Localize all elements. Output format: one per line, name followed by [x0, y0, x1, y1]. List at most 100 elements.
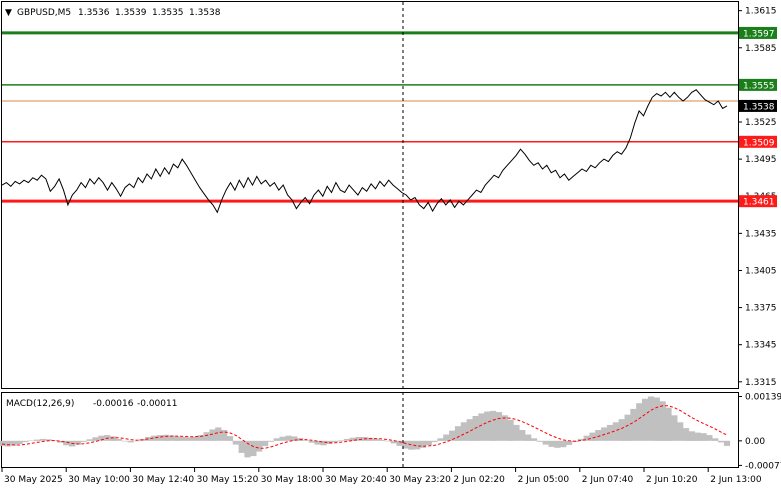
macd-histogram-bar — [682, 428, 690, 441]
macd-histogram-bar — [238, 440, 245, 453]
macd-histogram-bar — [659, 401, 666, 441]
time-axis-tick-label: 30 May 12:40 — [132, 475, 194, 485]
time-axis-tick-label: 30 May 18:00 — [261, 475, 323, 485]
price-axis-tick-label: 1.3375 — [745, 304, 777, 314]
macd-histogram-bar — [612, 422, 619, 441]
dropdown-triangle-icon[interactable]: ▼ — [5, 8, 12, 18]
macd-histogram-bar — [180, 437, 187, 441]
level-tag-label: 1.3555 — [743, 81, 775, 91]
macd-histogram-bar — [437, 438, 444, 441]
macd-histogram-bar — [390, 440, 397, 444]
time-axis-tick-label: 30 May 20:40 — [325, 475, 387, 485]
macd-histogram-bar — [513, 424, 520, 441]
macd-histogram-bar — [273, 438, 280, 441]
price-axis-tick-label: 1.3495 — [745, 155, 777, 165]
macd-histogram-bar — [10, 440, 17, 446]
price-axis-tick-label: 1.3525 — [745, 118, 777, 128]
macd-histogram-bar — [186, 437, 193, 441]
macd-histogram-bar — [121, 440, 128, 442]
macd-histogram-bar — [110, 436, 117, 441]
macd-histogram-bar — [244, 440, 251, 458]
macd-histogram-bar — [507, 419, 514, 441]
macd-axis: 0.00139 0.00 -0.00077 — [738, 393, 781, 471]
macd-histogram-bar — [39, 438, 46, 441]
level-tag-box — [739, 26, 777, 39]
time-axis: 30 May 2025 30 May 10:00 30 May 12:40 30 Ma… — [1, 467, 762, 485]
macd-histogram-bar — [279, 436, 286, 441]
macd-histogram-bar — [425, 440, 432, 446]
macd-histogram-bar — [16, 440, 23, 444]
current-price-tag-box — [739, 99, 777, 112]
ohlc-close: 1.3538 — [189, 8, 221, 18]
macd-histogram-bar — [320, 440, 327, 446]
macd-histogram-bar — [209, 429, 216, 441]
macd-histogram-bar — [542, 440, 549, 445]
macd-histogram-bar — [665, 407, 672, 441]
macd-histogram-bar — [221, 430, 228, 441]
time-axis-tick-label: 2 Jun 02:20 — [453, 475, 505, 485]
ohlc-high: 1.3539 — [115, 8, 147, 18]
macd-histogram-bar — [671, 415, 678, 441]
time-axis-tick-label: 2 Jun 10:20 — [646, 475, 698, 485]
macd-histogram-bar — [525, 434, 532, 441]
macd-histogram-bar — [536, 440, 543, 442]
macd-histogram-bar — [92, 437, 99, 441]
macd-histogram-bar — [267, 440, 274, 442]
price-axis-tick-label: 1.3315 — [745, 378, 777, 388]
macd-histogram-bar — [630, 408, 637, 441]
macd-histogram-bar — [355, 437, 362, 441]
macd-histogram-bar — [4, 440, 11, 447]
price-axis-tick-label: 1.3585 — [745, 44, 777, 54]
macd-histogram-bar — [162, 434, 169, 441]
macd-histogram-bar — [115, 438, 122, 441]
macd-signal-line — [1, 405, 728, 449]
macd-histogram-bar — [454, 426, 462, 441]
price-axis-tick-label: 1.3345 — [745, 341, 777, 351]
macd-histogram-bar — [378, 439, 386, 441]
macd-histogram-bar — [308, 440, 315, 443]
macd-histogram-bar — [174, 436, 181, 441]
macd-histogram-bar — [168, 435, 175, 441]
macd-header: MACD(12,26,9) -0.00016 -0.00011 — [6, 399, 177, 409]
macd-histogram-bar — [548, 440, 555, 447]
macd-histogram-bar — [478, 413, 485, 441]
macd-histogram-bar — [560, 440, 567, 448]
macd-histogram-bar — [653, 397, 660, 441]
macd-histogram-bar — [0, 440, 6, 446]
time-axis-tick-label: 30 May 15:20 — [197, 475, 259, 485]
macd-histogram-bar — [396, 440, 403, 446]
macd-histogram-bar — [706, 435, 713, 441]
ohlc-low: 1.3535 — [152, 8, 184, 18]
price-levels — [2, 31, 738, 203]
macd-histogram — [0, 396, 731, 458]
macd-histogram-bar — [443, 434, 450, 441]
macd-histogram-bar — [688, 431, 695, 441]
macd-histogram-bar — [57, 440, 64, 443]
macd-histogram-bar — [606, 424, 614, 441]
macd-histogram-bar — [250, 440, 257, 457]
macd-histogram-bar — [595, 430, 602, 441]
level-labels: 1.3597 1.3555 1.3509 1.3461 — [739, 26, 777, 208]
macd-histogram-bar — [495, 412, 503, 441]
macd-histogram-bar — [408, 440, 415, 450]
macd-histogram-bar — [262, 440, 269, 447]
macd-histogram-bar — [349, 437, 356, 441]
macd-histogram-bar — [373, 438, 380, 441]
macd-histogram-bar — [63, 440, 70, 446]
level-tag-label: 1.3461 — [743, 198, 775, 208]
macd-histogram-bar — [624, 414, 631, 441]
macd-histogram-bar — [133, 440, 140, 442]
macd-histogram-bar — [577, 438, 584, 441]
macd-histogram-bar — [314, 440, 321, 445]
level-tag-label: 1.3509 — [743, 138, 775, 148]
macd-histogram-bar — [80, 440, 87, 442]
macd-histogram-bar — [501, 415, 508, 441]
price-axis-tick-label: 1.3435 — [745, 229, 777, 239]
macd-axis-tick-label: 0.00 — [745, 437, 765, 447]
macd-histogram-bar — [338, 440, 345, 441]
macd-histogram-bar — [718, 440, 725, 443]
macd-histogram-bar — [384, 440, 391, 442]
macd-histogram-bar — [431, 440, 438, 443]
macd-histogram-bar — [98, 435, 105, 441]
